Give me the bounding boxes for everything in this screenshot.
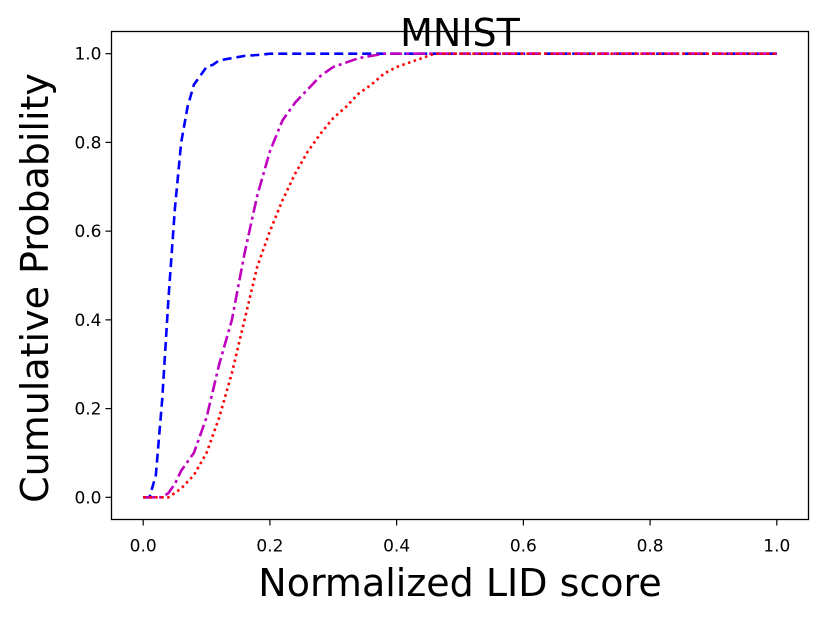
x-tick-label: 0.2 (256, 537, 283, 557)
series-line-red-dotted (143, 52, 777, 499)
x-tick-label: 0.4 (383, 537, 410, 557)
y-tick-label: 0.2 (74, 400, 101, 420)
x-tick-label: 0.0 (130, 537, 157, 557)
y-axis-label: Cumulative Probability (13, 73, 57, 503)
series-line-blue-dashed (143, 52, 777, 499)
series-line-magenta-dashdot (143, 52, 777, 499)
y-tick-label: 1.0 (74, 45, 101, 65)
x-tick-label: 1.0 (763, 537, 790, 557)
x-axis-ticks: 0.0 0.2 0.4 0.6 0.8 1.0 (130, 519, 790, 557)
plot-lines (143, 52, 777, 499)
y-tick-label: 0.0 (74, 488, 101, 508)
axes-frame (110, 30, 810, 521)
chart-title: MNIST (400, 11, 521, 55)
x-axis-label: Normalized LID score (258, 561, 661, 605)
y-tick-label: 0.8 (74, 133, 101, 153)
y-tick-label: 0.6 (74, 222, 101, 242)
y-axis-ticks: 0.0 0.2 0.4 0.6 0.8 1.0 (74, 45, 112, 508)
y-tick-label: 0.4 (74, 311, 101, 331)
x-tick-label: 0.6 (510, 537, 537, 557)
x-tick-label: 0.8 (637, 537, 664, 557)
